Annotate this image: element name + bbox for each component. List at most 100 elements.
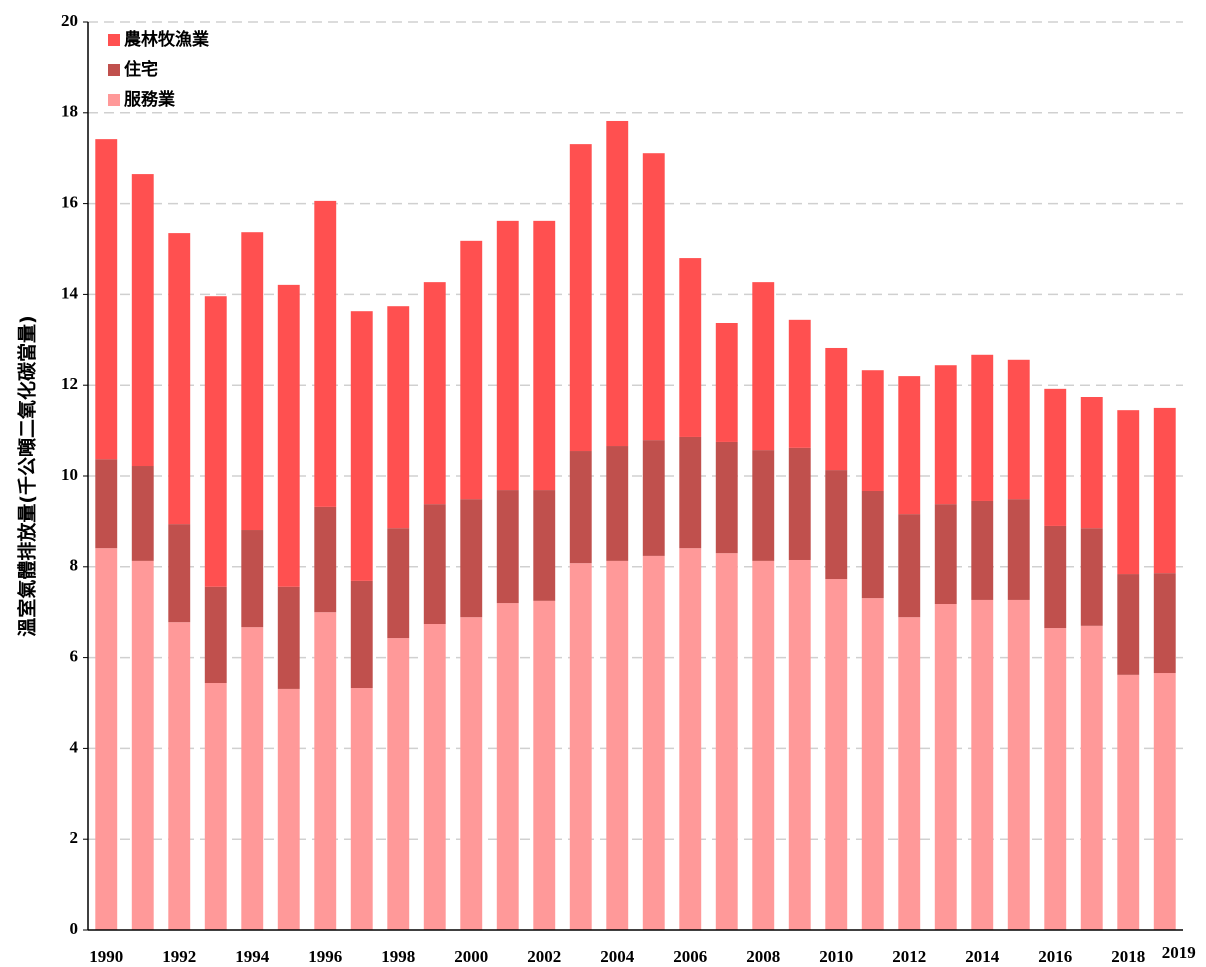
bar-segment — [387, 638, 410, 930]
bar-segment — [1080, 397, 1103, 529]
y-tick-label: 4 — [70, 737, 79, 756]
y-axis-label: 溫室氣體排放量(千公噸二氧化碳當量) — [16, 315, 39, 636]
bar-segment — [314, 200, 337, 507]
bar-segment — [168, 233, 191, 525]
bar-segment — [460, 499, 483, 618]
legend-label: 服務業 — [124, 89, 175, 110]
legend-swatch — [108, 34, 120, 46]
bar-segment — [934, 604, 957, 930]
bar-segment — [898, 376, 921, 515]
x-tick-label: 1998 — [381, 947, 415, 966]
bar-segment — [204, 586, 227, 684]
bar-segment — [314, 612, 337, 930]
bar-segment — [496, 490, 519, 604]
x-tick-label: 2018 — [1111, 947, 1145, 966]
legend-label: 住宅 — [124, 59, 158, 80]
bar-segment — [1080, 528, 1103, 626]
x-tick-label: 1992 — [162, 947, 196, 966]
bar-segment — [715, 323, 738, 442]
bar-segment — [898, 514, 921, 618]
bar-segment — [642, 555, 665, 930]
x-tick-label: 2000 — [454, 947, 488, 966]
bar-segment — [533, 490, 556, 601]
x-tick-label: 2010 — [819, 947, 853, 966]
legend-swatch — [108, 94, 120, 106]
y-tick-label: 12 — [61, 374, 78, 393]
bar-segment — [387, 306, 410, 529]
y-tick-label: 6 — [70, 647, 79, 666]
bar-segment — [131, 466, 154, 561]
bar-segment — [350, 688, 373, 930]
bar-segment — [752, 282, 775, 451]
bar-segment — [423, 504, 446, 625]
bar-segment — [752, 450, 775, 561]
bar-segment — [168, 622, 191, 930]
bar-segment — [350, 311, 373, 581]
bar-segment — [241, 627, 264, 930]
bar-segment — [1117, 410, 1140, 575]
legend-swatch — [108, 64, 120, 76]
bar-segment — [277, 586, 300, 689]
bar-segment — [496, 603, 519, 930]
bar-segment — [1080, 625, 1103, 930]
y-tick-label: 2 — [70, 828, 79, 847]
bar-segment — [423, 282, 446, 505]
x-tick-label: 2012 — [892, 947, 926, 966]
bar-segment — [533, 600, 556, 930]
bar-segment — [861, 370, 884, 491]
bar-segment — [788, 447, 811, 560]
x-tick-label: 2014 — [965, 947, 1000, 966]
bar-segment — [168, 524, 191, 623]
bar-segment — [204, 683, 227, 930]
bar-segment — [314, 506, 337, 613]
bar-segment — [241, 232, 264, 531]
x-tick-label: 1996 — [308, 947, 342, 966]
bar-segment — [569, 563, 592, 930]
y-tick-label: 10 — [61, 465, 78, 484]
bar-segment — [825, 347, 848, 471]
bar-segment — [861, 598, 884, 930]
bar-segment — [934, 365, 957, 505]
bar-segment — [95, 459, 118, 549]
bar-segment — [825, 579, 848, 930]
bar-segment — [95, 548, 118, 930]
y-tick-label: 20 — [61, 11, 78, 30]
bar-segment — [1044, 628, 1067, 930]
bar-segment — [606, 120, 629, 447]
bar-segment — [496, 220, 519, 491]
bar-segment — [241, 530, 264, 628]
x-tick-label: 2019 — [1162, 943, 1196, 962]
bar-segment — [460, 240, 483, 500]
bar-segment — [277, 284, 300, 587]
x-tick-label: 2006 — [673, 947, 707, 966]
bar-segment — [715, 553, 738, 930]
y-tick-label: 18 — [61, 102, 78, 121]
bar-segment — [277, 688, 300, 930]
x-tick-label: 2008 — [746, 947, 780, 966]
y-tick-label: 8 — [70, 556, 79, 575]
bar-segment — [642, 440, 665, 556]
bar-segment — [1007, 599, 1030, 930]
bar-segment — [788, 559, 811, 930]
bar-segment — [131, 560, 154, 930]
bar-segment — [934, 504, 957, 605]
bar-segment — [131, 174, 154, 467]
bar-segment — [460, 617, 483, 930]
bar-segment — [971, 354, 994, 501]
bar-segment — [423, 624, 446, 930]
bar-segment — [204, 296, 227, 587]
bar-segment — [825, 470, 848, 580]
legend-label: 農林牧漁業 — [124, 29, 209, 50]
bar-segment — [1007, 499, 1030, 600]
bar-segment — [1117, 674, 1140, 930]
bar-segment — [1044, 388, 1067, 526]
bar-segment — [1044, 525, 1067, 629]
x-tick-label: 1990 — [89, 947, 123, 966]
bar-segment — [1153, 407, 1176, 574]
bar-segment — [788, 319, 811, 448]
x-tick-label: 1994 — [235, 947, 270, 966]
bar-segment — [95, 139, 118, 460]
x-tick-label: 2016 — [1038, 947, 1072, 966]
bar-segment — [898, 617, 921, 930]
